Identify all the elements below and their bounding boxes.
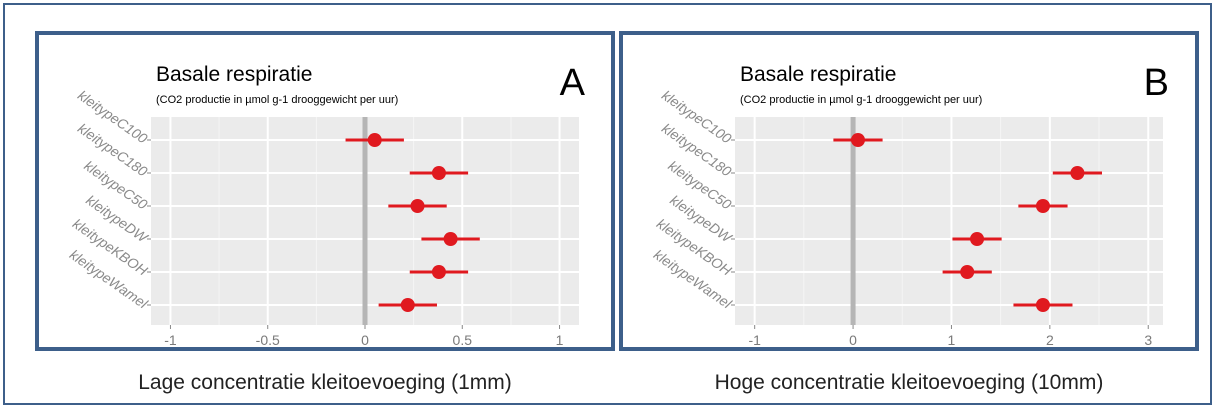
chart-b-point-kleitypeC50 bbox=[1035, 199, 1050, 213]
chart-a-point-kleitypeWamel bbox=[400, 298, 415, 312]
chart-a-title: Basale respiratie bbox=[156, 63, 313, 86]
chart-b-x-tick-label: 2 bbox=[1046, 332, 1054, 347]
caption-b: Hoge concentratie kleitoevoeging (10mm) bbox=[714, 371, 1104, 394]
chart-a-point-kleitypeC100 bbox=[367, 133, 382, 147]
chart-a-point-kleitypeC50 bbox=[410, 199, 425, 213]
chart-b-plot: kleitypeC100kleitypeC180kleitypeC50kleit… bbox=[651, 87, 1163, 347]
chart-b-x-tick-label: 0 bbox=[849, 332, 857, 347]
chart-b-point-kleitypeC180 bbox=[1070, 166, 1085, 180]
chart-b-x-tick-label: 1 bbox=[948, 332, 956, 347]
chart-a-x-tick-label: 0.5 bbox=[453, 332, 473, 347]
chart-a-plot: kleitypeC100kleitypeC180kleitypeC50kleit… bbox=[67, 87, 579, 347]
chart-b-point-kleitypeKBOH bbox=[960, 265, 975, 279]
chart-b-letter: B bbox=[1143, 62, 1169, 104]
chart-a-point-kleitypeDW bbox=[443, 232, 458, 246]
chart-b-title: Basale respiratie bbox=[740, 63, 897, 86]
chart-a-point-kleitypeKBOH bbox=[431, 265, 446, 279]
chart-b-point-kleitypeC100 bbox=[850, 133, 865, 147]
panel-a: kleitypeC100 kleitypeC180 kleitypeC50 kleit… bbox=[35, 31, 615, 351]
chart-a-x-tick-label: -1 bbox=[164, 332, 177, 347]
chart-a-letter: A bbox=[559, 62, 585, 104]
chart-b-plot-background bbox=[735, 117, 1163, 325]
chart-b-x-tick-label: -1 bbox=[748, 332, 761, 347]
caption-a: Lage concentratie kleitoevoeging (1mm) bbox=[138, 371, 512, 394]
chart-b-point-kleitypeWamel bbox=[1035, 298, 1050, 312]
chart-b-subtitle: (CO2 productie in µmol g-1 drooggewicht … bbox=[740, 94, 983, 106]
chart-a-subtitle: (CO2 productie in µmol g-1 drooggewicht … bbox=[156, 94, 399, 106]
chart-a-x-tick-label: 0 bbox=[361, 332, 369, 347]
chart-b-point-kleitypeDW bbox=[970, 232, 985, 246]
figure-frame: kleitypeC100 kleitypeC180 kleitypeC50 kleit… bbox=[3, 3, 1212, 405]
panel-b: kleitypeC100 kleitypeC180 kleitypeC50 kleit… bbox=[619, 31, 1199, 351]
chart-b-x-tick-label: 3 bbox=[1144, 332, 1152, 347]
chart-a-point-kleitypeC180 bbox=[431, 166, 446, 180]
chart-a-x-tick-label: 1 bbox=[556, 332, 564, 347]
chart-a-x-tick-label: -0.5 bbox=[256, 332, 280, 347]
